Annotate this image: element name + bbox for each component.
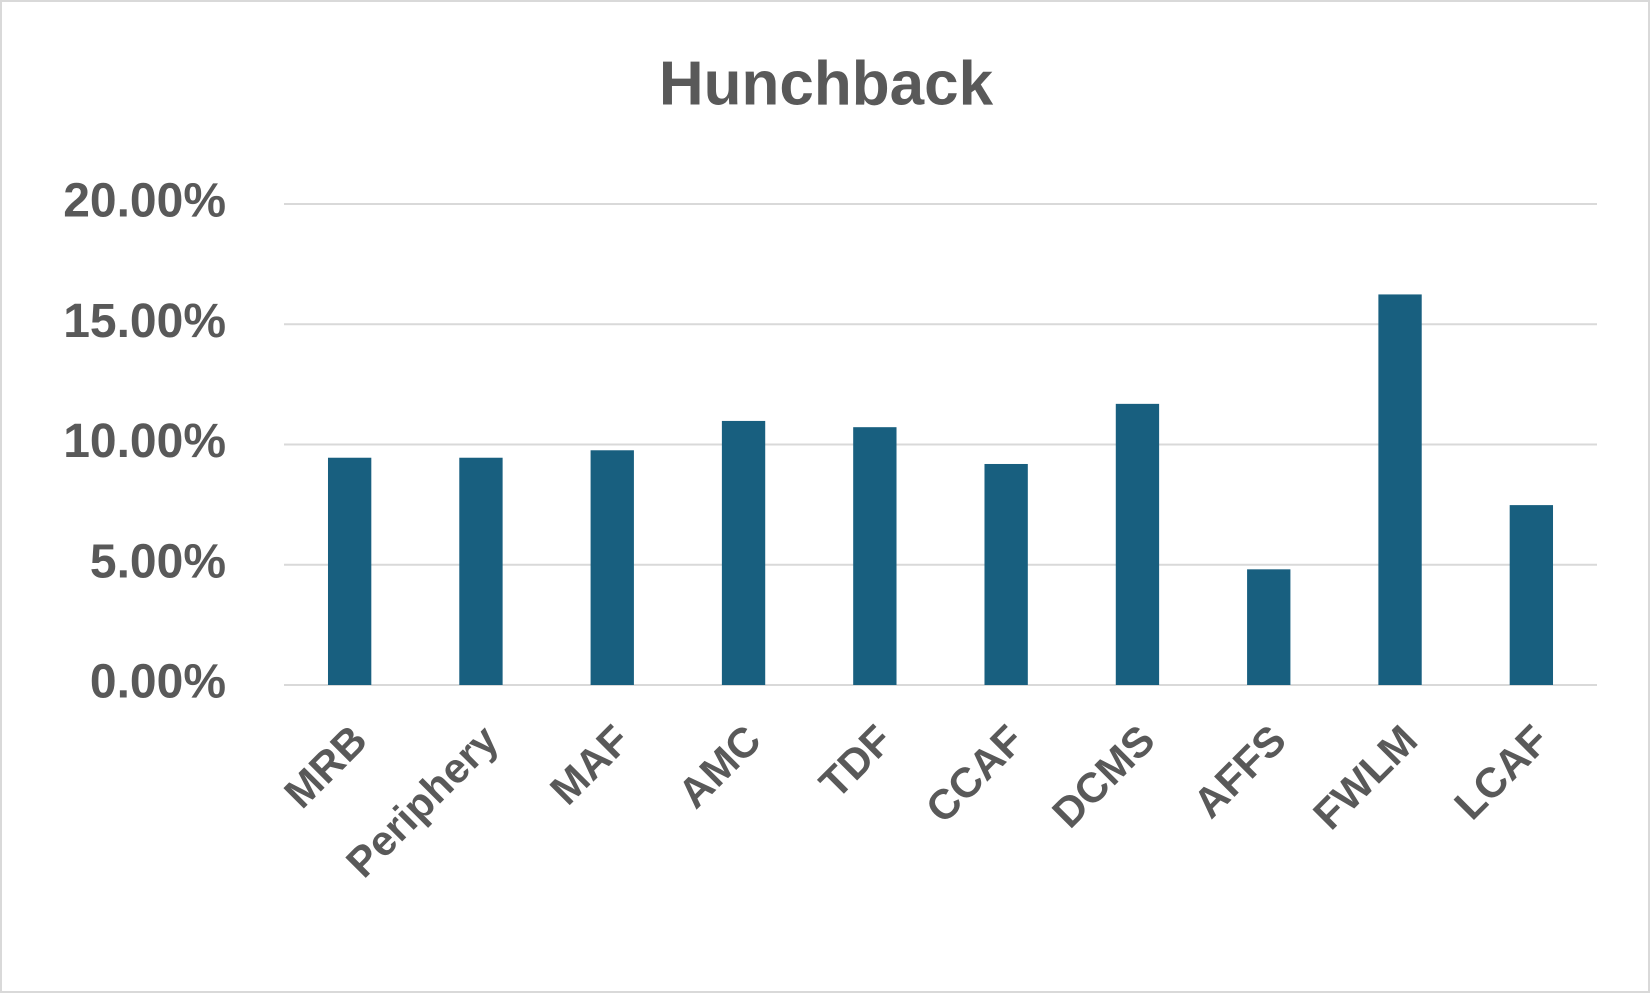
y-tick-label: 5.00% <box>90 535 226 588</box>
bar <box>459 457 503 685</box>
bar <box>1247 569 1291 685</box>
y-tick-label: 10.00% <box>63 415 226 468</box>
bar <box>984 463 1028 685</box>
bar <box>721 420 766 685</box>
y-tick-label: 0.00% <box>90 656 226 709</box>
bar <box>853 427 897 685</box>
bar <box>1509 505 1554 685</box>
bar <box>590 450 634 685</box>
bar <box>1378 294 1422 685</box>
bar <box>1115 403 1160 685</box>
bar <box>327 457 372 685</box>
y-tick-label: 20.00% <box>63 175 226 228</box>
chart-title: Hunchback <box>659 49 994 118</box>
y-tick-label: 15.00% <box>63 295 226 348</box>
